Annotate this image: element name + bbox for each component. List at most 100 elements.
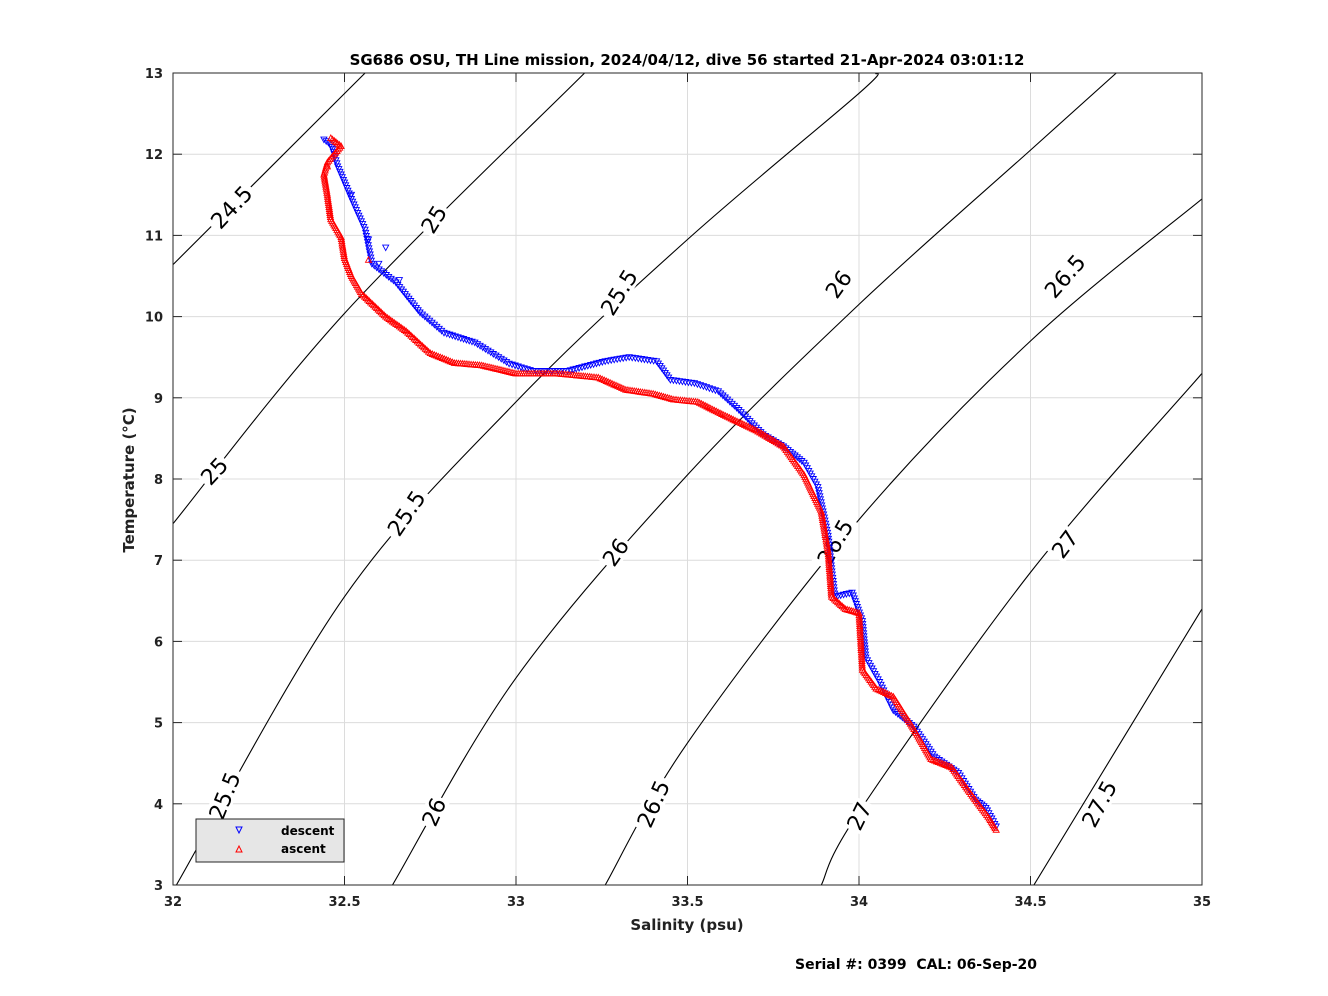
ascent-point	[405, 330, 414, 338]
contour-label-bg	[415, 199, 452, 239]
ascent-point	[940, 760, 948, 768]
legend-descent-marker	[235, 826, 243, 835]
ascent-point	[748, 424, 757, 432]
descent-point	[451, 333, 459, 341]
ascent-point	[494, 365, 502, 373]
descent-point	[445, 331, 454, 339]
ascent-point	[332, 138, 340, 145]
ascent-point	[402, 327, 410, 335]
descent-point	[723, 396, 732, 404]
descent-point	[693, 381, 702, 389]
descent-point	[322, 138, 330, 146]
descent-point	[708, 386, 717, 394]
ascent-point	[337, 142, 345, 150]
descent-point	[791, 452, 799, 460]
ascent-point	[326, 155, 334, 163]
y-tick-label: 9	[154, 392, 163, 407]
ascent-point	[380, 311, 388, 319]
ascent-point	[697, 399, 706, 407]
ascent-point	[612, 381, 620, 389]
ascent-point	[712, 407, 721, 415]
ascent-point	[430, 350, 439, 358]
ascent-point	[718, 410, 726, 417]
ascent-point	[858, 663, 867, 671]
ascent-point	[714, 408, 722, 416]
descent-point	[416, 309, 424, 317]
ascent-point	[701, 401, 709, 409]
ascent-point	[436, 353, 445, 361]
ascent-point	[663, 393, 672, 401]
descent-point	[489, 351, 498, 358]
ascent-point	[883, 689, 892, 697]
ascent-point	[504, 367, 512, 375]
y-tick-label: 7	[154, 554, 163, 569]
ascent-point	[331, 148, 340, 156]
y-tick-label: 12	[145, 148, 163, 163]
ascent-point	[936, 758, 945, 766]
ascent-point	[694, 397, 702, 405]
descent-point	[418, 311, 427, 319]
ascent-point	[360, 292, 369, 300]
ascent-point	[390, 318, 398, 326]
ascent-point	[706, 404, 715, 412]
descent-point	[714, 388, 723, 396]
ascent-point	[404, 328, 412, 336]
ascent-point	[602, 377, 610, 384]
ascent-point	[934, 758, 943, 766]
ascent-point	[729, 415, 737, 423]
contour-label-bg	[195, 451, 234, 491]
descent-point	[798, 458, 806, 465]
ascent-point	[827, 592, 836, 600]
ascent-point	[759, 430, 768, 438]
descent-point	[395, 277, 404, 285]
ascent-point	[744, 422, 753, 430]
ascent-point	[383, 313, 392, 321]
descent-point	[502, 359, 511, 367]
descent-point	[423, 315, 431, 323]
ascent-point	[498, 366, 506, 374]
contour-label-bg	[842, 796, 876, 836]
ascent-point	[727, 414, 736, 422]
contour-label-bg	[1038, 247, 1092, 305]
ascent-point	[746, 423, 755, 431]
x-tick-label: 32	[164, 895, 182, 910]
ascent-point	[407, 331, 415, 339]
descent-point	[425, 317, 434, 325]
ascent-point	[377, 308, 385, 316]
ascent-point	[739, 420, 747, 427]
density-contour-27.5	[1033, 608, 1202, 885]
descent-point	[381, 244, 390, 252]
ascent-point	[333, 147, 341, 154]
ascent-point	[847, 606, 855, 614]
y-tick-label: 4	[154, 798, 163, 813]
ascent-point	[413, 337, 422, 345]
ascent-point	[423, 346, 431, 354]
y-tick-label: 8	[154, 473, 163, 488]
descent-point	[428, 319, 436, 327]
ascent-point	[667, 394, 676, 402]
descent-point	[421, 313, 429, 321]
serial-cal-footer: Serial #: 0399 CAL: 06-Sep-20	[795, 957, 1038, 973]
descent-point	[699, 383, 708, 391]
descent-point	[430, 321, 439, 329]
descent-point	[384, 273, 393, 281]
descent-point	[492, 352, 500, 360]
descent-point	[889, 707, 898, 715]
density-contour-26	[392, 73, 1117, 885]
ascent-point	[415, 338, 423, 346]
ascent-point	[606, 378, 614, 386]
ascent-point	[488, 363, 496, 371]
ascent-point	[330, 150, 338, 158]
descent-point	[732, 404, 741, 412]
descent-point	[793, 454, 802, 462]
ascent-point	[388, 317, 397, 325]
ascent-point	[428, 350, 437, 357]
descent-point	[728, 400, 736, 408]
ascent-point	[400, 326, 409, 333]
descent-point	[370, 262, 379, 270]
descent-point	[739, 411, 748, 419]
descent-point	[347, 191, 356, 199]
density-contour-24.5	[173, 73, 366, 265]
legend-ascent-label: ascent	[281, 842, 326, 856]
ascent-point	[756, 428, 764, 436]
